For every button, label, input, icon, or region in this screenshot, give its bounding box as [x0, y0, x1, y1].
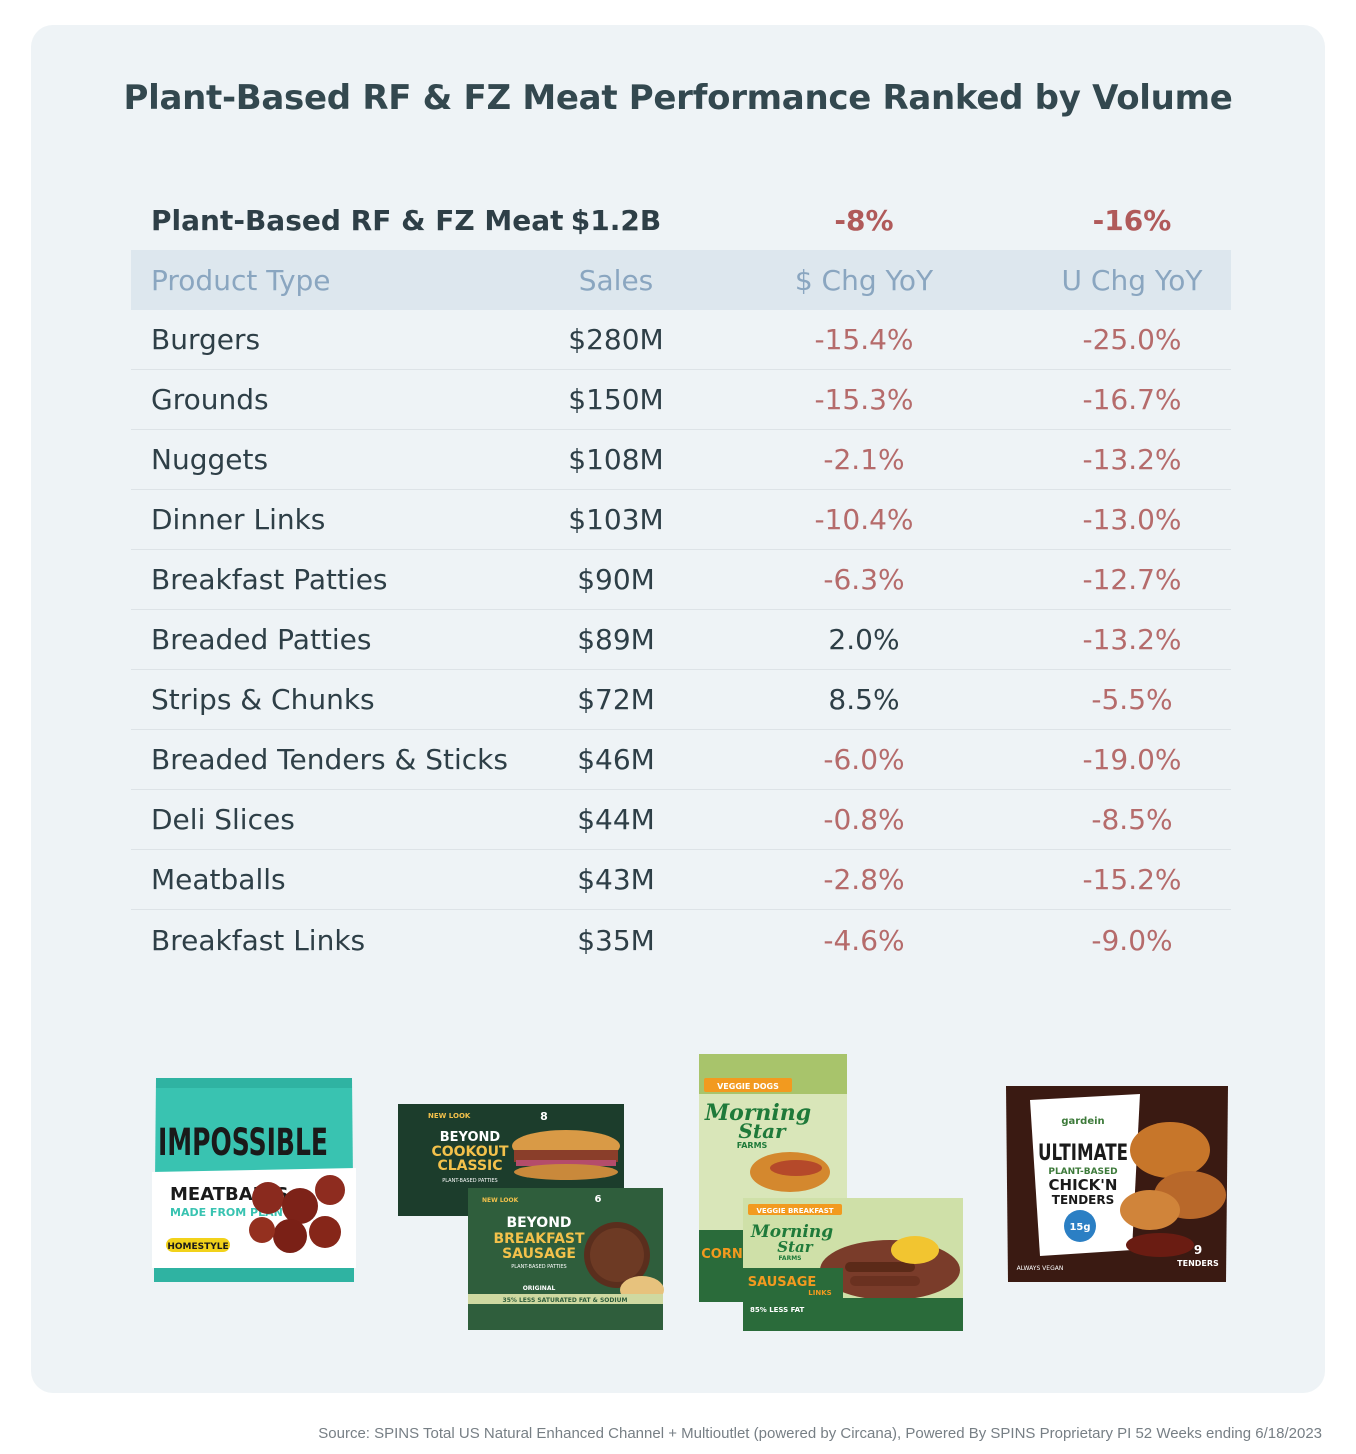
product-type-cell: Breaded Patties [151, 623, 372, 656]
unit-change-cell: -15.2% [1082, 863, 1182, 896]
unit-change-cell: -13.2% [1082, 623, 1182, 656]
table-row: Nuggets $108M -2.1% -13.2% [131, 430, 1231, 490]
page-title: Plant-Based RF & FZ Meat Performance Ran… [123, 78, 1233, 118]
sales-cell: $103M [568, 503, 664, 536]
header-product-type: Product Type [151, 263, 331, 297]
header-unit-change: U Chg YoY [1061, 263, 1203, 297]
table-row: Burgers $280M -15.4% -25.0% [131, 310, 1231, 370]
unit-change-cell: -8.5% [1091, 803, 1173, 836]
dollar-change-cell: -15.4% [814, 323, 914, 356]
sales-cell: $280M [568, 323, 664, 356]
dollar-change-cell: -4.6% [823, 923, 905, 957]
sales-cell: $44M [577, 803, 655, 836]
product-type-cell: Breakfast Patties [151, 563, 388, 596]
unit-change-cell: -19.0% [1082, 743, 1182, 776]
product-type-cell: Dinner Links [151, 503, 326, 536]
product-type-cell: Meatballs [151, 863, 286, 896]
dollar-change-cell: -6.0% [823, 743, 905, 776]
sales-cell: $108M [568, 443, 664, 476]
header-sales: Sales [578, 263, 654, 297]
product-type-cell: Deli Slices [151, 803, 295, 836]
performance-table: Plant-Based RF & FZ Meat $1.2B -8% -16% … [131, 190, 1231, 970]
sales-cell: $43M [577, 863, 655, 896]
table-row: Strips & Chunks $72M 8.5% -5.5% [131, 670, 1231, 730]
sales-cell: $35M [577, 923, 655, 957]
dollar-change-cell: -10.4% [814, 503, 914, 536]
sales-cell: $150M [568, 383, 664, 416]
dollar-change-cell: -6.3% [823, 563, 905, 596]
table-row: Grounds $150M -15.3% -16.7% [131, 370, 1231, 430]
dollar-change-cell: 2.0% [828, 623, 900, 656]
table-body: Burgers $280M -15.4% -25.0% Grounds $150M -15.… [131, 310, 1231, 970]
total-dollar-change: -8% [834, 203, 894, 237]
unit-change-cell: -12.7% [1082, 563, 1182, 596]
sales-cell: $89M [577, 623, 655, 656]
table-header: Product Type Sales $ Chg YoY U Chg YoY [131, 250, 1231, 310]
product-type-cell: Nuggets [151, 443, 269, 476]
total-sales: $1.2B [570, 203, 662, 237]
table-row: Breakfast Patties $90M -6.3% -12.7% [131, 550, 1231, 610]
product-type-cell: Burgers [151, 323, 261, 356]
product-type-cell: Breakfast Links [151, 923, 366, 957]
table-row: Dinner Links $103M -10.4% -13.0% [131, 490, 1231, 550]
product-type-cell: Breaded Tenders & Sticks [151, 743, 508, 776]
dollar-change-cell: -0.8% [823, 803, 905, 836]
sales-cell: $90M [577, 563, 655, 596]
unit-change-cell: -13.0% [1082, 503, 1182, 536]
unit-change-cell: -9.0% [1091, 923, 1173, 957]
product-type-cell: Strips & Chunks [151, 683, 375, 716]
table-row: Breakfast Links $35M -4.6% -9.0% [131, 910, 1231, 970]
total-label: Plant-Based RF & FZ Meat [151, 203, 564, 237]
total-unit-change: -16% [1092, 203, 1172, 237]
dollar-change-cell: -2.1% [823, 443, 905, 476]
table-row: Breaded Tenders & Sticks $46M -6.0% -19.0% [131, 730, 1231, 790]
unit-change-cell: -13.2% [1082, 443, 1182, 476]
total-row: Plant-Based RF & FZ Meat $1.2B -8% -16% [131, 190, 1231, 250]
sales-cell: $72M [577, 683, 655, 716]
table-row: Deli Slices $44M -0.8% -8.5% [131, 790, 1231, 850]
product-type-cell: Grounds [151, 383, 269, 416]
table-row: Meatballs $43M -2.8% -15.2% [131, 850, 1231, 910]
source-note: Source: SPINS Total US Natural Enhanced … [318, 1425, 1322, 1442]
dollar-change-cell: -15.3% [814, 383, 914, 416]
table-row: Breaded Patties $89M 2.0% -13.2% [131, 610, 1231, 670]
unit-change-cell: -16.7% [1082, 383, 1182, 416]
unit-change-cell: -25.0% [1082, 323, 1182, 356]
dollar-change-cell: -2.8% [823, 863, 905, 896]
header-dollar-change: $ Chg YoY [794, 263, 934, 297]
dollar-change-cell: 8.5% [828, 683, 900, 716]
sales-cell: $46M [577, 743, 655, 776]
unit-change-cell: -5.5% [1091, 683, 1173, 716]
